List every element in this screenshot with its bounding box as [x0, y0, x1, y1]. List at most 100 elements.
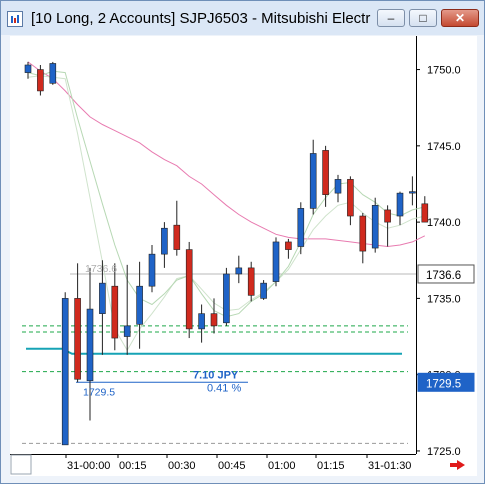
candle: [61, 292, 69, 446]
current-price-tag: [417, 264, 475, 284]
price-tick-label: 1745.0: [427, 141, 461, 153]
candle: [247, 261, 255, 302]
entry-price-value: 1729.5: [426, 378, 461, 390]
scroll-right-arrow-icon[interactable]: [450, 460, 465, 470]
candle-body: [74, 298, 81, 380]
candle-body: [86, 308, 94, 382]
candle-body: [148, 253, 156, 287]
maximize-icon: □: [419, 11, 427, 25]
candle-body: [123, 325, 131, 337]
minimize-button[interactable]: –: [377, 9, 405, 27]
candle: [359, 212, 367, 264]
time-tick-label: 00:45: [218, 460, 246, 472]
candle: [136, 261, 143, 349]
entry-price-tag: [417, 372, 475, 392]
price-tick-label: 1725.0: [427, 446, 461, 458]
candle: [148, 245, 156, 293]
slow-moving-average: [27, 61, 426, 248]
maximize-button[interactable]: □: [409, 9, 437, 27]
candle-body: [272, 241, 280, 282]
candle: [161, 222, 168, 268]
candle-body: [61, 298, 69, 446]
candle-body: [136, 285, 143, 325]
chart-panel[interactable]: 1750.01745.01740.01735.01730.01725.031-0…: [10, 36, 477, 476]
candle: [384, 205, 391, 247]
chart-app-icon[interactable]: [7, 11, 23, 27]
candle-body: [173, 224, 181, 250]
pl-percent: 0.41 %: [207, 382, 241, 394]
candle: [297, 202, 305, 255]
window-title: [10 Long, 2 Accounts] SJPJ6503 - Mitsubi…: [31, 10, 371, 27]
candle: [86, 267, 94, 421]
candle: [347, 176, 354, 226]
candle: [74, 263, 81, 383]
candle-body: [223, 273, 230, 324]
candle: [272, 237, 280, 287]
price-tick-label: 1735.0: [427, 293, 461, 305]
candle-body: [49, 63, 57, 84]
candle: [173, 200, 181, 256]
candle-body: [309, 153, 317, 209]
time-tick-label: 01:00: [268, 460, 296, 472]
candle: [409, 176, 416, 206]
candle: [285, 238, 292, 259]
scroll-box: [10, 454, 32, 475]
candle-body: [297, 208, 305, 247]
candle-body: [161, 227, 168, 255]
chart-frame: [10, 36, 417, 475]
close-button[interactable]: ✕: [441, 9, 479, 27]
candle: [396, 191, 404, 226]
candle-body: [396, 192, 404, 217]
close-icon: ✕: [454, 11, 466, 25]
title-bar[interactable]: [10 Long, 2 Accounts] SJPJ6503 - Mitsubi…: [1, 1, 484, 35]
pl-amount: 7.10 JPY: [193, 369, 239, 381]
candle: [371, 197, 379, 253]
candle: [210, 298, 218, 334]
candle-body: [347, 179, 354, 217]
candle-body: [260, 282, 267, 299]
candle-body: [421, 203, 429, 223]
candle: [309, 139, 317, 215]
candle-body: [322, 150, 329, 195]
candle: [123, 264, 131, 355]
candles[interactable]: [24, 61, 429, 446]
candle-body: [235, 267, 243, 275]
candle-body: [371, 205, 379, 249]
candle: [421, 196, 429, 223]
candle: [260, 280, 267, 300]
candle: [99, 260, 106, 355]
candle: [198, 304, 205, 343]
candle-body: [210, 313, 218, 327]
entry-label: 1729.5: [83, 386, 115, 398]
candle: [24, 61, 32, 79]
time-tick-label: 31-00:00: [67, 460, 110, 472]
time-tick-label: 00:30: [168, 460, 196, 472]
minimize-icon: –: [387, 11, 395, 25]
gray-price-label: 1736.6: [85, 263, 117, 275]
candle: [37, 64, 44, 96]
time-tick-label: 00:15: [119, 460, 147, 472]
current-price-value: 1736.6: [426, 270, 461, 282]
price-tick-label: 1750.0: [427, 65, 461, 77]
candle: [235, 255, 243, 284]
candle: [111, 263, 119, 351]
candle: [322, 145, 329, 207]
candle-body: [185, 249, 193, 330]
candle-body: [334, 179, 342, 194]
candle-body: [409, 191, 416, 194]
candle: [185, 241, 193, 339]
time-tick-label: 01:15: [317, 460, 345, 472]
candle-body: [24, 64, 32, 73]
candle-body: [247, 267, 255, 296]
candle-body: [384, 209, 391, 223]
candle-body: [111, 285, 119, 339]
candle: [223, 267, 230, 326]
candle-body: [285, 241, 292, 250]
price-chart[interactable]: 1750.01745.01740.01735.01730.01725.031-0…: [10, 36, 477, 476]
candle: [334, 174, 342, 203]
candle: [49, 61, 57, 85]
time-tick-label: 31-01:30: [368, 460, 411, 472]
candle-body: [99, 282, 106, 314]
